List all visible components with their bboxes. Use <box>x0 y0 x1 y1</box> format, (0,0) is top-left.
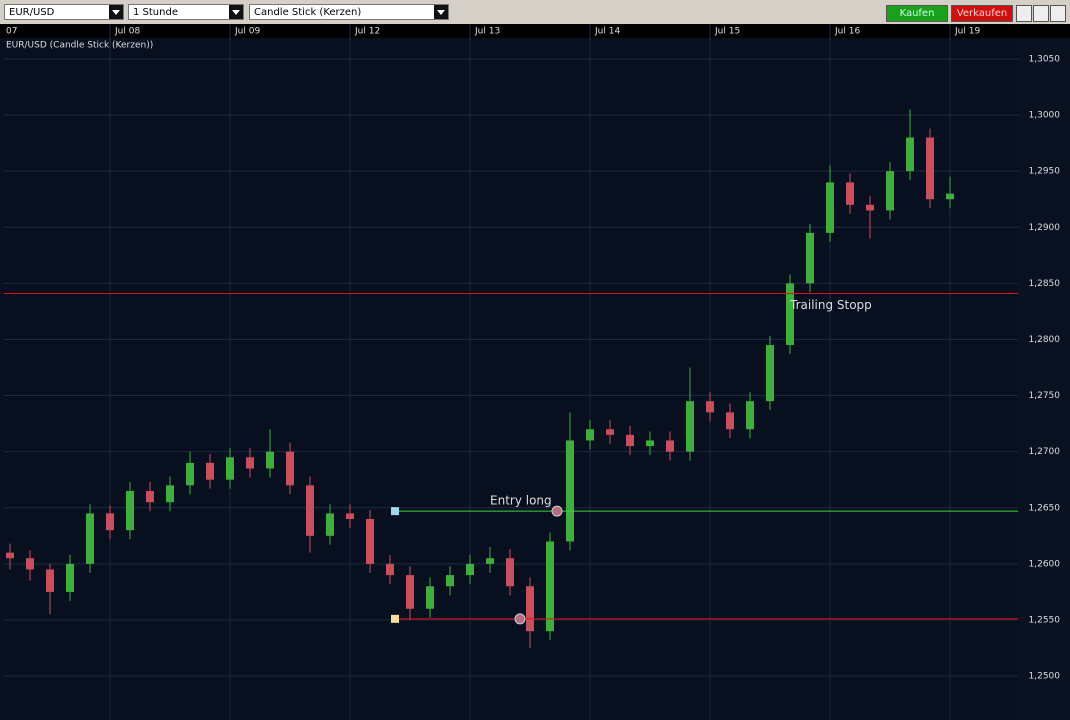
candle-body <box>546 541 554 632</box>
candle-body <box>306 485 314 536</box>
candle-body <box>6 552 14 559</box>
line-tool[interactable] <box>1033 5 1049 22</box>
candle-body <box>686 401 694 452</box>
y-tick-label: 1,2650 <box>1029 503 1061 513</box>
candle-body <box>26 558 34 570</box>
candle-body <box>626 434 634 447</box>
candle-body <box>246 457 254 469</box>
candle-body <box>466 563 474 576</box>
y-tick-label: 1,2900 <box>1029 223 1061 233</box>
symbol: EUR/USD <box>9 7 55 18</box>
candle-body <box>226 457 234 480</box>
candle-body <box>786 283 794 346</box>
candle-body <box>406 575 414 609</box>
candle-body <box>646 440 654 447</box>
candle-body <box>806 232 814 284</box>
candle-body <box>186 462 194 486</box>
candle-body <box>126 490 134 531</box>
candle-body <box>866 204 874 211</box>
candle-body <box>586 429 594 441</box>
candle-body <box>486 558 494 564</box>
candle-body <box>426 586 434 609</box>
level-handle <box>391 507 399 516</box>
sell-button[interactable]: Verkaufen <box>951 5 1013 22</box>
x-tick-label: Jul 14 <box>594 27 620 37</box>
candle-body <box>666 440 674 452</box>
x-tick-label: Jul 12 <box>354 27 380 37</box>
candle-body <box>766 345 774 402</box>
level-handle <box>391 614 399 623</box>
candle-body <box>346 513 354 519</box>
candle-body <box>366 518 374 564</box>
candle-body <box>206 462 214 480</box>
y-tick-label: 1,2500 <box>1029 672 1061 682</box>
candle-body <box>46 569 54 592</box>
candle-body <box>746 401 754 430</box>
chart-title: EUR/USD (Candle Stick (Kerzen)) <box>6 41 153 51</box>
candle-body <box>286 451 294 486</box>
candle-body <box>946 193 954 200</box>
x-tick-label: Jul 16 <box>834 27 860 37</box>
candle-body <box>926 137 934 200</box>
x-tick-label: Jul 08 <box>114 27 140 37</box>
candle-body <box>86 513 94 564</box>
level-label: Entry long <box>490 494 552 508</box>
price-axis <box>1018 38 1070 720</box>
level-label: Trailing Stopp <box>789 298 872 312</box>
bars-tool[interactable] <box>1016 5 1032 22</box>
style: Candle Stick (Kerzen) <box>254 7 362 18</box>
candle-body <box>726 412 734 430</box>
y-tick-label: 1,2600 <box>1029 559 1061 569</box>
candle-body <box>106 513 114 531</box>
candle-body <box>66 563 74 592</box>
style-select[interactable]: Candle Stick (Kerzen) <box>249 4 449 20</box>
candle-body <box>146 490 154 503</box>
y-tick-label: 1,2950 <box>1029 167 1061 177</box>
y-tick-label: 1,3050 <box>1029 54 1061 64</box>
chart: EUR/USD (Candle Stick (Kerzen)) 1,2500 1,… <box>0 24 1070 720</box>
trade-marker <box>551 505 563 517</box>
x-tick-label: Jul 19 <box>954 27 980 37</box>
candle-body <box>386 563 394 576</box>
y-tick-label: 1,2800 <box>1029 335 1061 345</box>
candle-body <box>826 182 834 233</box>
candle-body <box>846 182 854 205</box>
y-tick-label: 1,2550 <box>1029 615 1061 625</box>
candle-body <box>566 440 574 542</box>
y-tick-label: 1,3000 <box>1029 111 1061 121</box>
interval-select[interactable]: 1 Stunde <box>128 4 244 20</box>
candle-body <box>706 401 714 413</box>
background <box>0 24 1070 720</box>
x-tick-label: Jul 09 <box>234 27 260 37</box>
interval: 1 Stunde <box>133 7 178 18</box>
symbol-select[interactable]: EUR/USD <box>4 4 124 20</box>
candle-body <box>886 171 894 211</box>
candle-body <box>266 451 274 469</box>
y-tick-label: 1,2700 <box>1029 447 1061 457</box>
buy-button[interactable]: Kaufen <box>886 5 948 22</box>
candle-body <box>506 558 514 587</box>
x-tick-label: Jul 15 <box>714 27 740 37</box>
y-tick-label: 1,2850 <box>1029 279 1061 289</box>
candle-body <box>326 513 334 536</box>
x-tick-label: Jul 13 <box>474 27 500 37</box>
y-tick-label: 1,2750 <box>1029 391 1061 401</box>
candle-body <box>446 575 454 587</box>
candle-body <box>526 586 534 632</box>
trade-marker <box>514 613 526 625</box>
x-tick-label: 07 <box>6 27 17 37</box>
candle-body <box>606 429 614 435</box>
date-bar <box>0 24 1070 38</box>
window-tool[interactable] <box>1050 5 1066 22</box>
toolbar: EUR/USD 1 Stunde Candle Stick (Kerzen) K… <box>0 0 1070 25</box>
candle-body <box>906 137 914 172</box>
candle-body <box>166 485 174 503</box>
